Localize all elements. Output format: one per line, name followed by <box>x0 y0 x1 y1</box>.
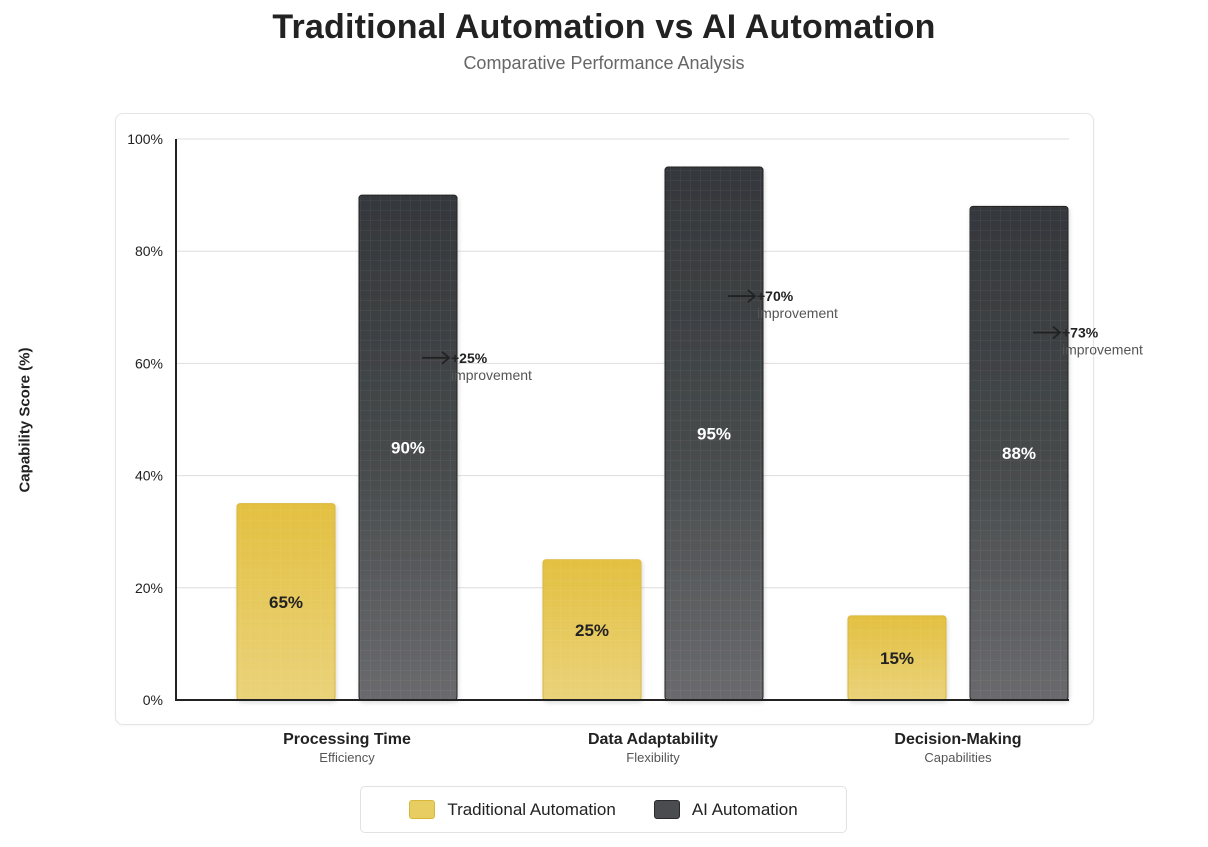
legend: Traditional Automation AI Automation <box>360 786 847 833</box>
annotation-text: improvement <box>451 367 532 383</box>
bar-texture <box>543 559 641 700</box>
improvement-annotation: +70%improvement <box>728 288 838 321</box>
arrow-head-icon <box>747 289 757 303</box>
legend-swatch-traditional <box>409 800 436 819</box>
y-tick-label: 80% <box>135 243 163 259</box>
bar-value-label: 25% <box>575 621 609 640</box>
legend-item-traditional[interactable]: Traditional Automation <box>409 800 616 820</box>
legend-item-ai[interactable]: AI Automation <box>653 799 798 820</box>
bar-texture <box>848 615 946 700</box>
annotation-text: improvement <box>1062 342 1143 358</box>
bar-texture <box>665 167 763 701</box>
x-category-label: Processing Time <box>283 731 411 748</box>
bar-value-label: 95% <box>697 425 731 444</box>
bar-texture <box>359 195 457 700</box>
y-tick-label: 20% <box>135 580 163 596</box>
annotation-text: improvement <box>757 305 838 321</box>
bar-texture <box>237 503 335 700</box>
legend-label-traditional: Traditional Automation <box>447 799 616 819</box>
x-category-label: Decision-Making <box>894 731 1021 748</box>
bar-value-label: 15% <box>880 649 914 668</box>
x-category-sublabel: Capabilities <box>924 750 992 765</box>
arrow-head-icon <box>441 351 451 365</box>
legend-swatch-ai <box>653 800 680 819</box>
y-tick-label: 100% <box>127 131 163 147</box>
chart-title: Traditional Automation vs AI Automation <box>272 8 936 46</box>
bar-value-label: 90% <box>391 439 425 458</box>
improvement-annotation: +73%improvement <box>1033 325 1143 358</box>
improvement-annotation: +25%improvement <box>422 350 532 383</box>
x-category-sublabel: Flexibility <box>626 750 680 765</box>
bar-texture <box>970 206 1068 700</box>
chart-subtitle: Comparative Performance Analysis <box>463 53 745 73</box>
bar-value-label: 65% <box>269 593 303 612</box>
y-tick-label: 40% <box>135 468 163 484</box>
arrow-head-icon <box>1052 325 1062 340</box>
y-tick-label: 0% <box>143 692 163 708</box>
annotation-value: +73% <box>1062 325 1099 341</box>
y-tick-label: 60% <box>135 355 163 371</box>
annotation-value: +70% <box>757 288 794 304</box>
x-category-sublabel: Efficiency <box>319 750 375 765</box>
annotation-value: +25% <box>451 350 488 366</box>
x-category-label: Data Adaptability <box>588 731 718 748</box>
legend-label-ai: AI Automation <box>691 799 798 819</box>
bar-value-label: 88% <box>1002 444 1036 463</box>
